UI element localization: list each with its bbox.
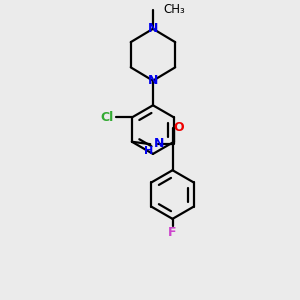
Text: F: F bbox=[168, 226, 177, 239]
Text: N: N bbox=[148, 74, 158, 87]
Text: O: O bbox=[174, 121, 184, 134]
Text: H: H bbox=[144, 146, 153, 156]
Text: N: N bbox=[154, 137, 164, 150]
Text: CH₃: CH₃ bbox=[163, 3, 185, 16]
Text: N: N bbox=[148, 22, 158, 35]
Text: Cl: Cl bbox=[101, 111, 114, 124]
